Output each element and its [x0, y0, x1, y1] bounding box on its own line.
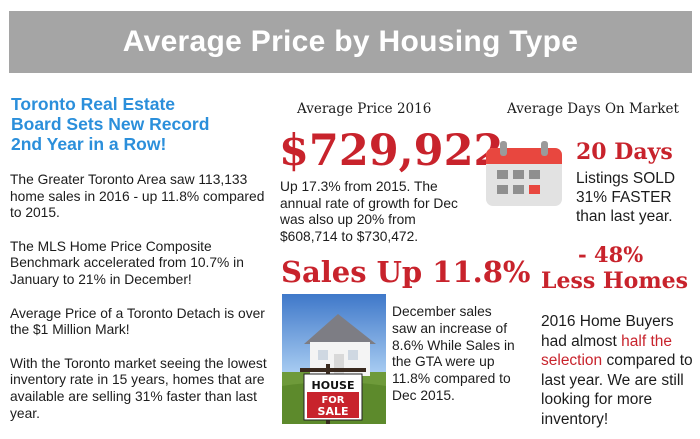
sign-text-house: HOUSE — [312, 379, 355, 392]
homes-description: 2016 Home Buyers had almost half the sel… — [541, 312, 693, 429]
news-paragraph-3: Average Price of a Toronto Detach is ove… — [10, 305, 265, 338]
average-price-description: Up 17.3% from 2015. The annual rate of g… — [280, 179, 458, 244]
average-price-value: $729,922 — [279, 126, 504, 176]
sign-text-for: FOR — [321, 395, 344, 406]
page-title: Average Price by Housing Type — [122, 25, 579, 58]
days-on-market-label: Average Days On Market — [507, 101, 679, 117]
homes-description-end: compared to last year. We are still look… — [541, 352, 693, 428]
title-banner: Average Price by Housing Type — [9, 11, 692, 73]
news-headline: Toronto Real Estate Board Sets New Recor… — [11, 94, 210, 154]
news-paragraph-4: With the Toronto market seeing the lowes… — [10, 355, 267, 421]
news-paragraph-2: The MLS Home Price Composite Benchmark a… — [10, 238, 244, 287]
homes-description-start: 2016 Home Buyers had almost — [541, 313, 674, 350]
average-price-label: Average Price 2016 — [297, 101, 432, 117]
house-for-sale-image: HOUSE FOR SALE — [282, 294, 386, 424]
sales-headline: Sales Up 11.8% — [281, 255, 531, 289]
days-on-market-value: 20 Days — [576, 139, 673, 165]
news-paragraph-1: The Greater Toronto Area saw 113,133 hom… — [10, 172, 265, 221]
homes-headline: Less Homes — [541, 268, 689, 294]
sign-text-sale: SALE — [318, 405, 349, 418]
homes-description-highlight: half the selection — [541, 332, 672, 370]
homes-percent: - 48% — [578, 242, 644, 267]
calendar-icon — [486, 141, 562, 206]
sales-description: December sales saw an increase of 8.6% W… — [392, 304, 515, 403]
days-on-market-description: Listings SOLD 31% FASTER than last year. — [576, 170, 676, 225]
news-column: Toronto Real Estate Board Sets New Recor… — [10, 94, 272, 439]
